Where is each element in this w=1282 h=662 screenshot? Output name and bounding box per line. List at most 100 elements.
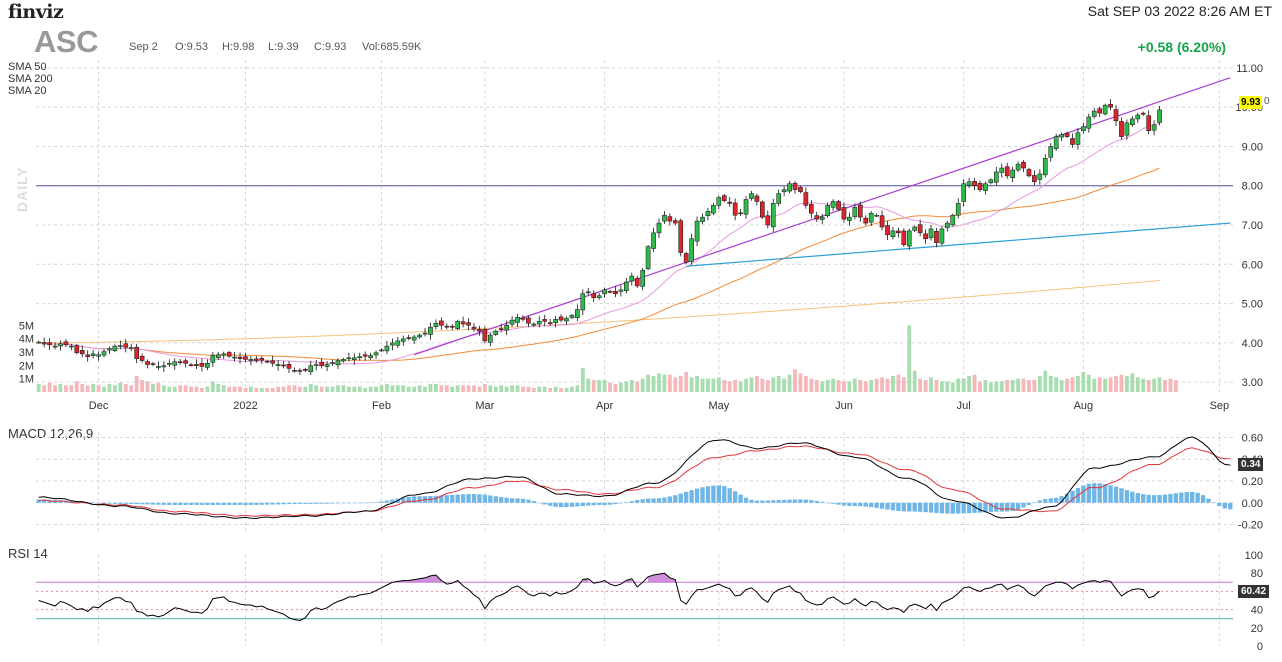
macd-histogram-bar [194,502,199,505]
macd-histogram-bar [1053,497,1059,503]
candle-body [493,330,499,335]
candle-body [602,289,607,295]
volume-bar [297,386,302,392]
macd-histogram-bar [950,502,955,514]
volume-bar [493,386,498,392]
rsi-tick-label: 100 [1245,550,1263,562]
candle-body [58,343,63,347]
volume-bar [1152,378,1157,392]
candle-body [515,317,520,323]
candle-body [1124,122,1130,136]
macd-histogram-bar [297,502,303,504]
macd-histogram-bar [825,502,830,504]
candle-body [47,342,52,346]
macd-histogram-bar [869,502,874,508]
rsi-tick-label: 40 [1251,605,1263,617]
macd-histogram-bar [569,502,575,507]
macd-histogram-bar [499,497,504,503]
macd-histogram-bar [1015,502,1021,510]
volume-bar [183,385,188,392]
volume-bar [1163,380,1167,392]
candle-body [466,322,471,326]
candle-body [101,351,107,356]
volume-bar [809,378,814,392]
finviz-logo[interactable]: finviz [8,1,64,23]
volume-bar [831,378,835,392]
macd-histogram-bar [732,491,738,503]
macd-histogram-bar [705,486,711,503]
macd-histogram-bar [596,502,602,506]
candle-body [215,354,221,359]
macd-histogram-bar [1211,502,1217,504]
macd-histogram-bar [1108,485,1113,503]
macd-histogram-bar [542,502,547,505]
volume-bar [988,382,993,392]
volume-bar [940,381,944,392]
volume-bar [36,384,41,392]
volume-bar [1168,378,1173,392]
candle-body [945,222,950,228]
volume-bar [194,386,199,392]
volume-bar [368,386,373,392]
volume-bar [564,388,569,392]
candle-body [177,361,183,363]
candle-body [161,365,167,368]
candle-body [1053,136,1059,150]
candle-body [792,183,798,190]
candle-body [63,341,69,346]
macd-histogram-bar [466,494,471,503]
macd-histogram-bar [1064,493,1070,503]
candle-body [341,359,346,362]
volume-bar [1097,377,1102,392]
macd-histogram-bar [961,502,966,514]
volume-bar [200,388,204,392]
candle-body [716,197,722,206]
candle-body [1146,115,1151,131]
macd-histogram-bar [373,502,379,503]
candle-body [395,340,401,346]
legend-sma200: SMA 200 [8,73,53,85]
volume-bar [308,384,313,392]
macd-histogram-bar [188,502,194,505]
macd-histogram-bar [1173,493,1179,503]
macd-histogram-bar [684,491,689,503]
volume-bar [91,384,96,392]
candle-body [906,230,912,247]
macd-histogram-bar [934,502,939,513]
macd-histogram-bar [667,496,673,503]
candle-body [498,328,504,330]
candle-body [270,360,275,364]
macd-histogram-bar [694,488,700,503]
ticker-symbol: ASC [34,24,98,59]
volume-bar [907,325,912,392]
volume-bar [640,378,645,392]
volume-bar [869,380,874,392]
candle-body [656,222,662,234]
candle-body [809,204,814,214]
macd-histogram-bar [330,502,335,504]
candle-body [1130,118,1135,125]
volume-bar [744,378,748,392]
macd-tick-label: 0.60 [1242,432,1263,444]
macd-histogram-bar [1026,502,1032,505]
volume-bar [814,380,819,392]
volume-bar [401,385,406,392]
macd-histogram-bar [988,502,994,512]
macd-histogram-bar [1217,502,1222,507]
volume-tick-label: 3M [19,347,34,359]
volume-bar [727,381,732,392]
volume-bar [608,382,612,392]
candle-body [776,193,782,204]
candle-body [210,355,216,363]
macd-histogram-bar [743,497,749,503]
volume-bar [1027,380,1031,392]
candle-body [1070,138,1075,145]
volume-bar [613,384,618,392]
volume-bar [891,376,895,392]
volume-bar [249,386,253,392]
rsi-line [38,572,1160,622]
macd-histogram-bar [1097,483,1102,503]
volume-bar [983,380,988,392]
macd-histogram-bar [1141,494,1146,503]
